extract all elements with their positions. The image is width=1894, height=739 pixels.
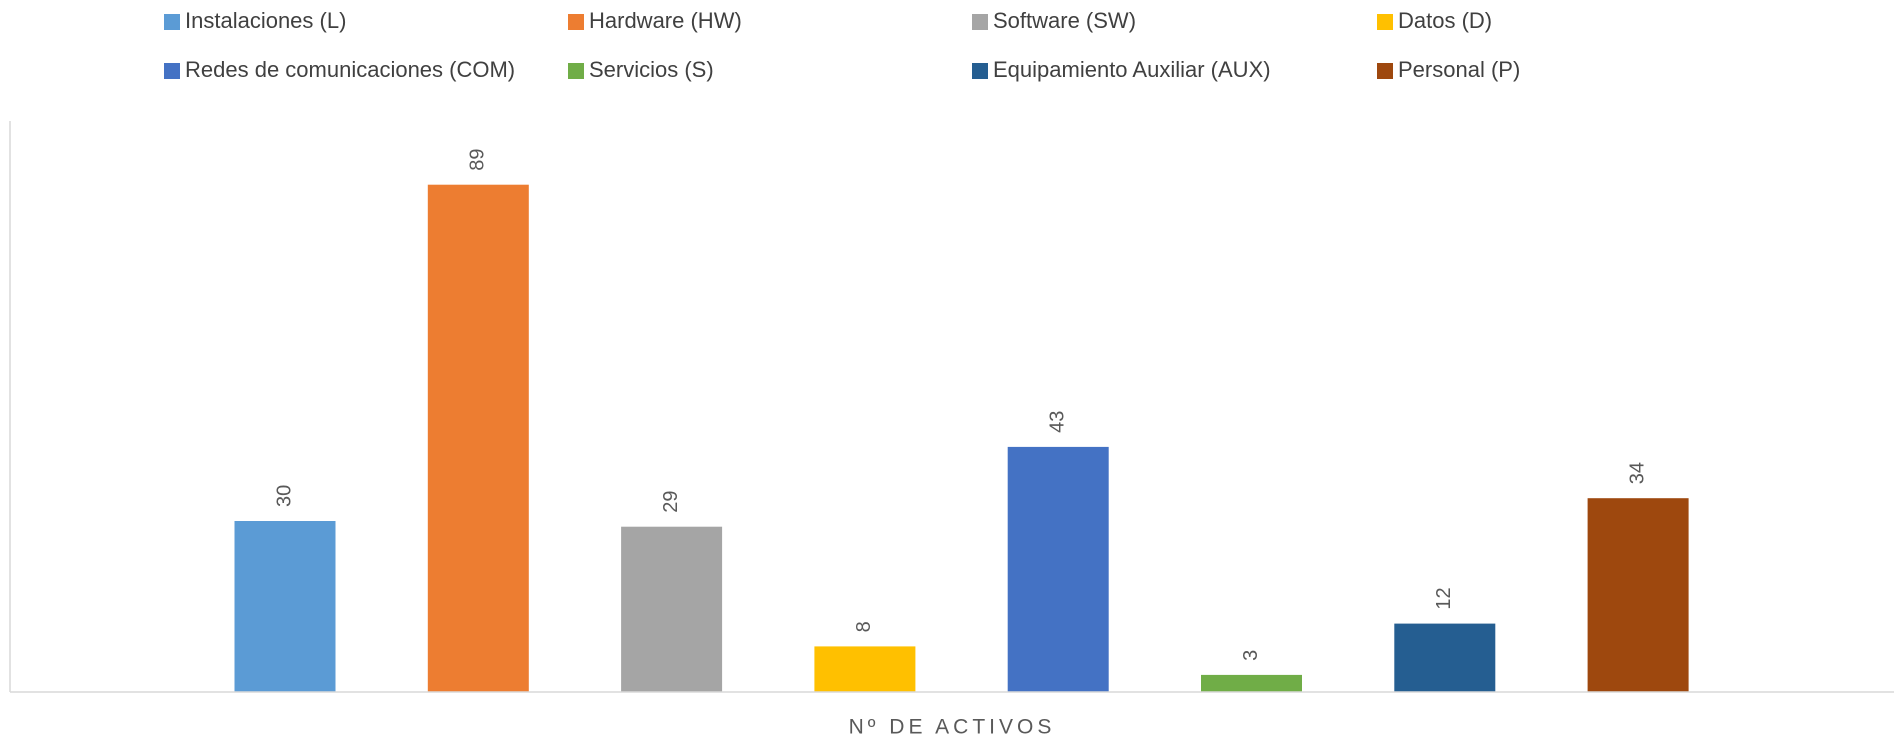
legend-label: Redes de comunicaciones (COM) [185,57,515,82]
data-label: 30 [273,485,295,507]
bar [814,646,916,692]
legend-swatch [1377,63,1393,79]
legend-swatch [164,63,180,79]
bar [427,184,529,692]
legend-label: Hardware (HW) [589,8,742,33]
legend-label: Datos (D) [1398,8,1492,33]
legend-label: Equipamiento Auxiliar (AUX) [993,57,1271,82]
legend-label: Personal (P) [1398,57,1520,82]
bar [1587,498,1689,692]
legend-label: Software (SW) [993,8,1136,33]
legend-swatch [972,14,988,30]
legend-swatch [972,63,988,79]
data-label: 3 [1240,650,1262,661]
x-category-label: Nº DE ACTIVOS [849,716,1056,739]
bar [1394,623,1496,692]
bar [234,521,336,692]
legend-swatch [568,63,584,79]
legend-swatch [164,14,180,30]
data-label: 12 [1433,587,1455,609]
legend-swatch [568,14,584,30]
legend-label: Servicios (S) [589,57,714,82]
data-label: 43 [1046,411,1068,433]
data-label: 34 [1626,462,1648,484]
legend-swatch [1377,14,1393,30]
bar [621,526,723,692]
bar [1007,446,1109,692]
bar [1201,674,1302,692]
data-label: 29 [660,490,682,512]
data-label: 89 [467,148,489,170]
legend-label: Instalaciones (L) [185,8,346,33]
data-label: 8 [853,621,875,632]
